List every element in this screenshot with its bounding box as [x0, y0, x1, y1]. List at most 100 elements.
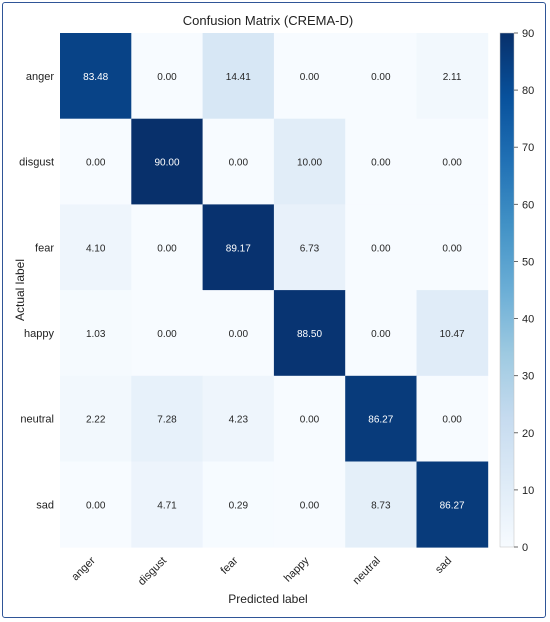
cell-value-label: 10.47 — [440, 329, 465, 340]
heatmap-cell — [273, 461, 346, 548]
cell-value-label: 0.00 — [300, 415, 320, 426]
cell-value-label: 0.00 — [157, 243, 177, 254]
heatmap-cell — [131, 33, 203, 120]
heatmap-cell — [273, 118, 346, 205]
heatmap-cell — [416, 461, 489, 548]
colorbar — [499, 32, 515, 548]
cell-value-label: 7.28 — [157, 415, 177, 426]
cell-value-label: 0.00 — [442, 415, 462, 426]
x-tick-label: sad — [433, 555, 454, 576]
heatmap-cell — [60, 33, 132, 120]
colorbar-tick-label: 70 — [522, 142, 534, 154]
heatmap-cell — [202, 290, 275, 377]
heatmap-cell-values: 83.48 0.00 14.41 0.00 0.00 2.11 0.00 90.00 0.00 1… — [83, 72, 465, 512]
colorbar-tick-label: 0 — [522, 542, 528, 554]
heatmap-cell — [131, 204, 203, 291]
cell-value-label: 0.00 — [86, 158, 106, 169]
x-tick-label: fear — [219, 555, 241, 577]
cell-value-label: 4.71 — [157, 500, 177, 511]
x-tick-label: anger — [69, 555, 98, 584]
heatmap-cell — [202, 33, 275, 120]
cell-value-label: 0.00 — [371, 72, 391, 83]
colorbar-tick-label: 80 — [522, 85, 534, 97]
heatmap-cell — [60, 204, 132, 291]
heatmap-cell — [345, 461, 417, 548]
cell-value-label: 14.41 — [226, 72, 251, 83]
cell-value-label: 0.00 — [371, 329, 391, 340]
cell-value-label: 83.48 — [83, 72, 108, 83]
heatmap-cell — [202, 375, 275, 462]
heatmap-cell — [273, 375, 346, 462]
cell-value-label: 0.00 — [157, 329, 177, 340]
colorbar-tick-label: 10 — [522, 485, 534, 497]
cell-value-label: 4.10 — [86, 243, 106, 254]
cell-value-label: 0.00 — [229, 158, 249, 169]
y-tick-label: sad — [36, 499, 54, 511]
x-tick-label: happy — [282, 554, 312, 584]
cell-value-label: 90.00 — [154, 158, 179, 169]
heatmap-cell — [60, 290, 132, 377]
cell-value-label: 89.17 — [226, 243, 251, 254]
colorbar-tick-label: 30 — [522, 371, 534, 383]
y-axis-label: Actual label — [13, 259, 27, 321]
cell-value-label: 10.00 — [297, 158, 322, 169]
cell-value-label: 0.00 — [371, 243, 391, 254]
y-tick-label: happy — [24, 328, 54, 340]
y-tick-label: anger — [26, 71, 54, 83]
y-tick-label: fear — [35, 242, 54, 254]
heatmap-cell — [345, 375, 417, 462]
cell-value-label: 4.23 — [229, 415, 249, 426]
cell-value-label: 0.00 — [300, 500, 320, 511]
heatmap-cell — [345, 118, 417, 205]
heatmap-cell — [345, 290, 417, 377]
heatmap-cell — [131, 290, 203, 377]
heatmap-cell — [273, 290, 346, 377]
cell-value-label: 88.50 — [297, 329, 322, 340]
cell-value-label: 86.27 — [440, 500, 465, 511]
cell-value-label: 0.00 — [229, 329, 249, 340]
heatmap-cell — [60, 118, 132, 205]
heatmap-cell — [416, 118, 489, 205]
colorbar-ticks: 0 10 20 30 40 50 60 70 80 90 — [514, 28, 534, 554]
cell-value-label: 0.00 — [371, 158, 391, 169]
y-tick-label: neutral — [20, 414, 54, 426]
y-tick-labels: anger disgust fear happy neutral sad — [19, 71, 54, 512]
heatmap-cell — [273, 33, 346, 120]
x-axis-label: Predicted label — [228, 592, 307, 606]
heatmap-cell — [202, 461, 275, 548]
cell-value-label: 0.00 — [300, 72, 320, 83]
colorbar-tick-label: 40 — [522, 314, 534, 326]
chart-title: Confusion Matrix (CREMA-D) — [183, 13, 353, 28]
cell-value-label: 0.29 — [229, 500, 249, 511]
heatmap-cell — [273, 204, 346, 291]
heatmap-cell — [416, 375, 489, 462]
heatmap-cells — [60, 33, 489, 548]
heatmap-cell — [60, 375, 132, 462]
heatmap-cell — [416, 290, 489, 377]
cell-value-label: 2.22 — [86, 415, 106, 426]
cell-value-label: 8.73 — [371, 500, 391, 511]
cell-value-label: 0.00 — [442, 158, 462, 169]
colorbar-tick-label: 90 — [522, 28, 534, 40]
heatmap-cell — [345, 33, 417, 120]
heatmap-cell — [131, 375, 203, 462]
heatmap-cell — [131, 461, 203, 548]
y-tick-label: disgust — [19, 157, 54, 169]
heatmap-cell — [202, 118, 275, 205]
heatmap-cell — [416, 204, 489, 291]
heatmap-cell — [202, 204, 275, 291]
heatmap-cell — [131, 118, 203, 205]
cell-value-label: 0.00 — [157, 72, 177, 83]
x-tick-labels: anger disgust fear happy neutral sad — [69, 554, 454, 587]
cell-value-label: 1.03 — [86, 329, 106, 340]
cell-value-label: 0.00 — [86, 500, 106, 511]
heatmap-cell — [416, 33, 489, 120]
x-tick-label: disgust — [136, 555, 169, 588]
heatmap-cell — [60, 461, 132, 548]
cell-value-label: 6.73 — [300, 243, 320, 254]
colorbar-tick-label: 50 — [522, 256, 534, 268]
colorbar-tick-label: 20 — [522, 428, 534, 440]
cell-value-label: 0.00 — [442, 243, 462, 254]
cell-value-label: 86.27 — [368, 415, 393, 426]
